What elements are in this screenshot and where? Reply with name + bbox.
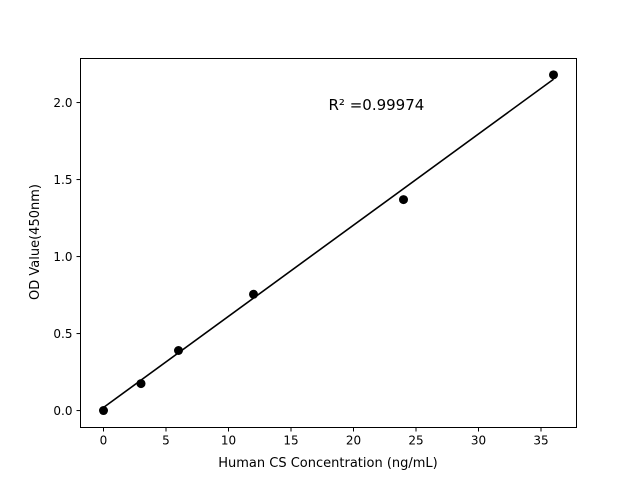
fit-line: [103, 78, 554, 409]
data-points: [99, 70, 558, 416]
x-axis: 0 5 10 15 20 25 30 35: [100, 427, 549, 448]
x-tick-label: 30: [471, 434, 486, 448]
y-tick-label: 0.5: [53, 327, 72, 341]
data-point: [399, 195, 408, 205]
x-tick-label: 25: [408, 434, 423, 448]
x-tick-label: 0: [100, 434, 108, 448]
data-point: [549, 70, 558, 80]
plot-frame: [80, 58, 577, 428]
data-point: [174, 345, 183, 355]
x-tick-label: 10: [221, 434, 236, 448]
y-tick-label: 2.0: [53, 96, 72, 110]
y-tick-label: 1.5: [53, 173, 72, 187]
r-squared-annotation: R² =0.99974: [329, 96, 425, 114]
x-tick-label: 15: [283, 434, 298, 448]
data-point: [136, 379, 146, 389]
data-point: [99, 406, 108, 416]
y-tick-label: 1.0: [53, 250, 72, 264]
data-point: [249, 289, 258, 299]
x-axis-label: Human CS Concentration (ng/mL): [218, 456, 438, 471]
x-tick-label: 35: [533, 434, 548, 448]
x-tick-label: 5: [162, 434, 170, 448]
x-tick-label: 20: [346, 434, 361, 448]
y-axis: 0.0 0.5 1.0 1.5 2.0: [53, 96, 81, 418]
y-tick-label: 0.0: [53, 404, 72, 418]
y-axis-label: OD Value(450nm): [28, 184, 43, 300]
